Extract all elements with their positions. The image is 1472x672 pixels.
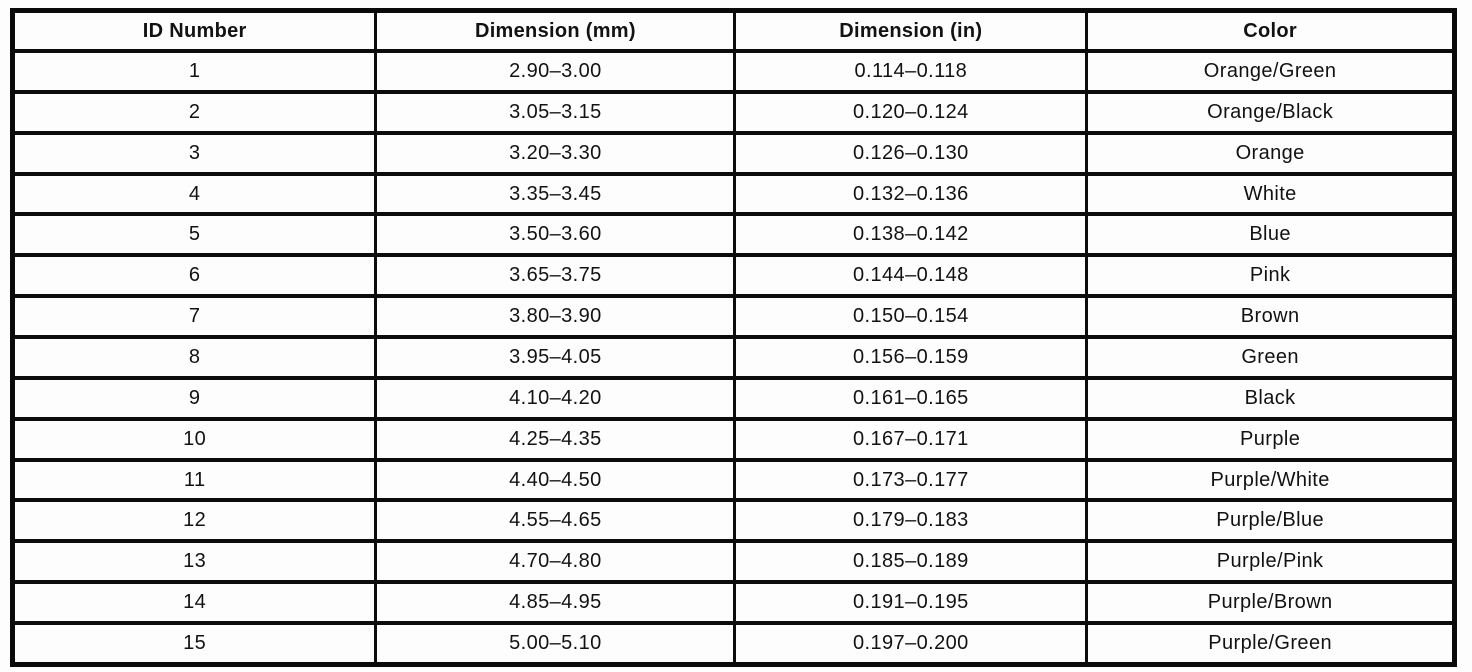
cell-dimension-in: 0.167–0.171 [733, 416, 1089, 462]
cell-dimension-in: 0.156–0.159 [733, 335, 1089, 380]
cell-dimension-in: 0.114–0.118 [733, 49, 1089, 94]
header-row: ID Number Dimension (mm) Dimension (in) … [10, 8, 1456, 53]
spec-table: ID Number Dimension (mm) Dimension (in) … [10, 8, 1457, 667]
column-header-dimension-in: Dimension (in) [733, 8, 1089, 53]
cell-color: Purple/Blue [1085, 498, 1456, 544]
cell-color: Blue [1085, 212, 1456, 258]
cell-id-number: 12 [10, 498, 378, 544]
cell-dimension-in: 0.144–0.148 [733, 253, 1089, 299]
cell-id-number: 1 [10, 49, 378, 94]
cell-color: Orange/Black [1085, 89, 1456, 135]
cell-dimension-in: 0.120–0.124 [733, 89, 1089, 135]
cell-id-number: 2 [10, 89, 378, 135]
table-row: 13 4.70–4.80 0.185–0.189 Purple/Pink [10, 539, 1456, 585]
cell-dimension-in: 0.191–0.195 [733, 580, 1089, 626]
table-row: 9 4.10–4.20 0.161–0.165 Black [10, 375, 1456, 421]
table-row: 12 4.55–4.65 0.179–0.183 Purple/Blue [10, 498, 1456, 544]
cell-dimension-mm: 3.20–3.30 [374, 130, 737, 176]
cell-dimension-mm: 4.70–4.80 [374, 539, 737, 585]
cell-dimension-mm: 4.40–4.50 [374, 457, 737, 503]
cell-dimension-in: 0.126–0.130 [733, 130, 1089, 176]
cell-dimension-in: 0.161–0.165 [733, 375, 1089, 421]
cell-id-number: 9 [10, 375, 378, 421]
cell-color: White [1085, 171, 1456, 217]
cell-color: Purple/Green [1085, 621, 1456, 667]
cell-id-number: 3 [10, 130, 378, 176]
cell-dimension-mm: 3.95–4.05 [374, 335, 737, 380]
cell-id-number: 11 [10, 457, 378, 503]
cell-dimension-in: 0.132–0.136 [733, 171, 1089, 217]
table-row: 3 3.20–3.30 0.126–0.130 Orange [10, 130, 1456, 176]
cell-id-number: 4 [10, 171, 378, 217]
cell-dimension-in: 0.138–0.142 [733, 212, 1089, 258]
cell-color: Brown [1085, 294, 1456, 340]
cell-dimension-mm: 3.50–3.60 [374, 212, 737, 258]
table-row: 7 3.80–3.90 0.150–0.154 Brown [10, 294, 1456, 340]
cell-dimension-mm: 4.55–4.65 [374, 498, 737, 544]
cell-id-number: 10 [10, 416, 378, 462]
column-header-color: Color [1085, 8, 1456, 53]
column-header-id-number: ID Number [10, 8, 378, 53]
cell-dimension-in: 0.150–0.154 [733, 294, 1089, 340]
table-row: 15 5.00–5.10 0.197–0.200 Purple/Green [10, 621, 1456, 667]
column-header-dimension-mm: Dimension (mm) [374, 8, 737, 53]
cell-id-number: 7 [10, 294, 378, 340]
table-row: 8 3.95–4.05 0.156–0.159 Green [10, 335, 1456, 380]
cell-dimension-mm: 3.35–3.45 [374, 171, 737, 217]
cell-color: Pink [1085, 253, 1456, 299]
cell-dimension-in: 0.185–0.189 [733, 539, 1089, 585]
cell-dimension-mm: 4.10–4.20 [374, 375, 737, 421]
cell-id-number: 14 [10, 580, 378, 626]
table-row: 5 3.50–3.60 0.138–0.142 Blue [10, 212, 1456, 258]
table-row: 10 4.25–4.35 0.167–0.171 Purple [10, 416, 1456, 462]
cell-color: Purple/Pink [1085, 539, 1456, 585]
cell-color: Purple/White [1085, 457, 1456, 503]
cell-dimension-mm: 4.85–4.95 [374, 580, 737, 626]
cell-dimension-mm: 3.80–3.90 [374, 294, 737, 340]
cell-id-number: 13 [10, 539, 378, 585]
cell-dimension-mm: 5.00–5.10 [374, 621, 737, 667]
table-row: 6 3.65–3.75 0.144–0.148 Pink [10, 253, 1456, 299]
cell-dimension-mm: 4.25–4.35 [374, 416, 737, 462]
cell-color: Orange/Green [1085, 49, 1456, 94]
cell-dimension-in: 0.173–0.177 [733, 457, 1089, 503]
cell-id-number: 6 [10, 253, 378, 299]
table-row: 14 4.85–4.95 0.191–0.195 Purple/Brown [10, 580, 1456, 626]
table-row: 2 3.05–3.15 0.120–0.124 Orange/Black [10, 89, 1456, 135]
cell-dimension-in: 0.197–0.200 [733, 621, 1089, 667]
cell-dimension-mm: 3.05–3.15 [374, 89, 737, 135]
table-row: 11 4.40–4.50 0.173–0.177 Purple/White [10, 457, 1456, 503]
cell-color: Green [1085, 335, 1456, 380]
cell-color: Purple/Brown [1085, 580, 1456, 626]
cell-id-number: 5 [10, 212, 378, 258]
cell-color: Black [1085, 375, 1456, 421]
table-row: 1 2.90–3.00 0.114–0.118 Orange/Green [10, 49, 1456, 94]
cell-id-number: 15 [10, 621, 378, 667]
table-row: 4 3.35–3.45 0.132–0.136 White [10, 171, 1456, 217]
cell-id-number: 8 [10, 335, 378, 380]
cell-dimension-mm: 2.90–3.00 [374, 49, 737, 94]
cell-color: Orange [1085, 130, 1456, 176]
cell-dimension-mm: 3.65–3.75 [374, 253, 737, 299]
cell-dimension-in: 0.179–0.183 [733, 498, 1089, 544]
cell-color: Purple [1085, 416, 1456, 462]
